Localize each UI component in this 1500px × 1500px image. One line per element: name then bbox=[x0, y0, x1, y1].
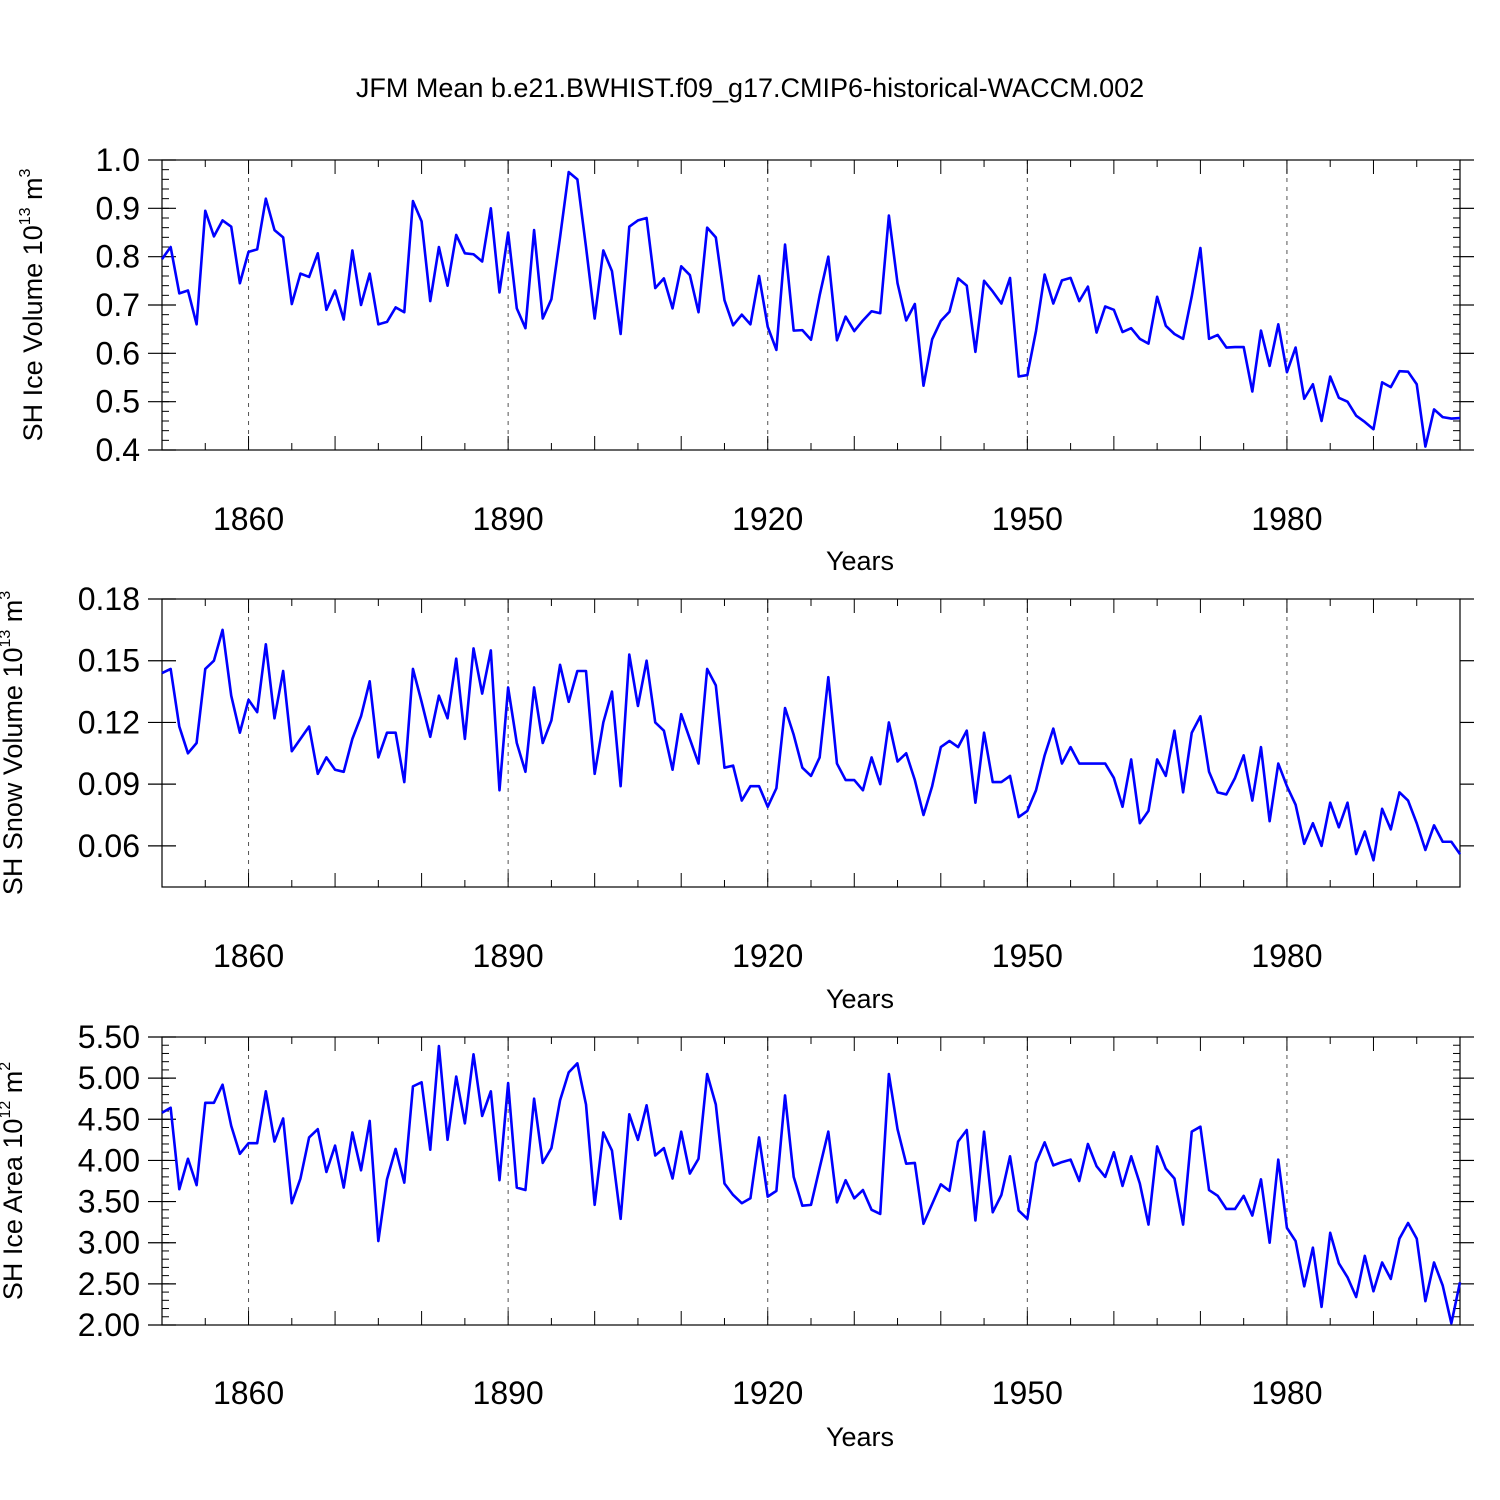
panels: 1860 1890 1920 1950 1980 Years 0.4 0.5 0.6 0.7 0.8… bbox=[0, 142, 1474, 1452]
x-tick-label: 1920 bbox=[732, 938, 803, 974]
x-tick-label: 1980 bbox=[1251, 938, 1322, 974]
y-tick-label: 3.50 bbox=[78, 1184, 140, 1220]
y-axis-label: SH Ice Volume 1013 m3 bbox=[17, 168, 48, 441]
y-tick-label: 5.50 bbox=[78, 1019, 140, 1055]
y-tick-label: 2.50 bbox=[78, 1266, 140, 1302]
x-tick-label: 1950 bbox=[992, 501, 1063, 537]
y-tick-label: 2.00 bbox=[78, 1307, 140, 1343]
y-tick-label: 0.4 bbox=[96, 432, 140, 468]
y-tick-label: 0.18 bbox=[78, 581, 140, 617]
y-tick-label: 4.00 bbox=[78, 1142, 140, 1178]
x-tick-label: 1980 bbox=[1251, 501, 1322, 537]
x-tick-label: 1860 bbox=[213, 501, 284, 537]
y-tick-label: 0.8 bbox=[96, 239, 140, 275]
series-line bbox=[161, 628, 1462, 862]
y-tick-label: 0.09 bbox=[78, 766, 140, 802]
y-tick-label: 4.50 bbox=[78, 1101, 140, 1137]
x-axis-label: Years bbox=[826, 546, 894, 576]
x-tick-label: 1950 bbox=[992, 1375, 1063, 1411]
chart-panel-2: 1860 1890 1920 1950 1980 Years 0.06 0.09 0.12 0.1… bbox=[0, 581, 1474, 1014]
y-axis-label: SH Snow Volume 1013 m3 bbox=[0, 591, 28, 895]
x-tick-label: 1980 bbox=[1251, 1375, 1322, 1411]
y-tick-label: 5.00 bbox=[78, 1060, 140, 1096]
series-line bbox=[160, 170, 1461, 448]
plot-frame bbox=[161, 159, 1461, 451]
y-tick-label: 0.9 bbox=[96, 190, 140, 226]
x-axis-label: Years bbox=[826, 1422, 894, 1452]
y-tick-label: 0.6 bbox=[96, 335, 140, 371]
series-line bbox=[161, 1044, 1462, 1325]
y-tick-label: 0.15 bbox=[78, 643, 140, 679]
x-tick-label: 1890 bbox=[473, 501, 544, 537]
chart-panel-3: 1860 1890 1920 1950 1980 Years 2.00 2.50 3.00 3.5… bbox=[0, 1019, 1474, 1452]
y-tick-label: 0.5 bbox=[96, 384, 140, 420]
x-tick-label: 1860 bbox=[213, 1375, 284, 1411]
x-axis-label: Years bbox=[826, 984, 894, 1014]
x-tick-label: 1920 bbox=[732, 501, 803, 537]
y-tick-label: 0.7 bbox=[96, 287, 140, 323]
chart-panel-1: 1860 1890 1920 1950 1980 Years 0.4 0.5 0.6 0.7 0.8… bbox=[17, 142, 1474, 576]
x-tick-label: 1890 bbox=[473, 1375, 544, 1411]
plot-frame bbox=[161, 1036, 1461, 1326]
x-tick-label: 1890 bbox=[473, 938, 544, 974]
plot-frame bbox=[161, 598, 1461, 888]
y-axis-label: SH Ice Area 1012 m2 bbox=[0, 1062, 28, 1300]
y-tick-label: 1.0 bbox=[96, 142, 140, 178]
y-tick-label: 3.00 bbox=[78, 1225, 140, 1261]
x-tick-label: 1950 bbox=[992, 938, 1063, 974]
figure-title: JFM Mean b.e21.BWHIST.f09_g17.CMIP6-hist… bbox=[356, 73, 1144, 103]
x-tick-label: 1920 bbox=[732, 1375, 803, 1411]
x-tick-label: 1860 bbox=[213, 938, 284, 974]
y-tick-label: 0.06 bbox=[78, 828, 140, 864]
y-tick-label: 0.12 bbox=[78, 704, 140, 740]
